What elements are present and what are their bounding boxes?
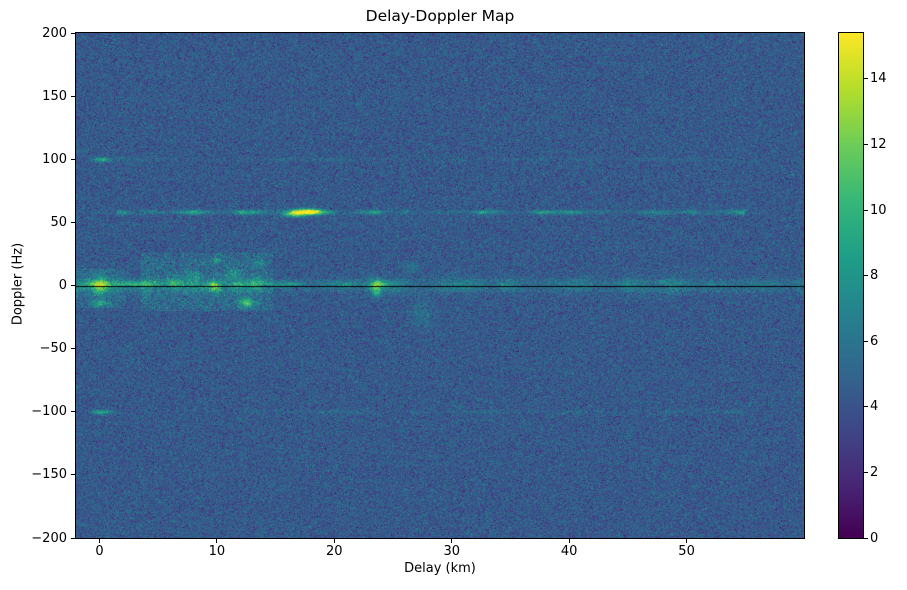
colorbar-tick-label: 12 [870, 136, 887, 152]
x-tick-label: 0 [95, 544, 104, 559]
y-tick-mark [71, 537, 75, 539]
y-tick-label: 50 [50, 214, 67, 230]
colorbar-tick-mark [864, 537, 868, 539]
colorbar-tick-mark [864, 340, 868, 342]
chart-title: Delay-Doppler Map [365, 7, 515, 25]
colorbar-tick-label: 14 [870, 71, 887, 87]
colorbar-tick-label: 6 [870, 333, 879, 349]
colorbar-tick-mark [864, 406, 868, 408]
x-tick-label: 50 [678, 544, 695, 559]
x-tick-label: 30 [443, 544, 461, 559]
colorbar-tick-mark [864, 143, 868, 145]
y-tick-mark [71, 285, 75, 286]
colorbar [838, 32, 864, 539]
y-tick-label: 100 [42, 151, 67, 167]
x-tick-mark [216, 539, 218, 543]
colorbar-tick-label: 0 [870, 530, 879, 546]
colorbar-tick-label: 8 [870, 268, 879, 284]
plot-area [75, 32, 805, 539]
x-tick-mark [98, 539, 100, 543]
colorbar-tick-label: 2 [870, 464, 879, 480]
colorbar-tick-mark [864, 209, 868, 211]
y-tick-label: −100 [31, 404, 67, 420]
colorbar-canvas [839, 33, 863, 538]
y-tick-label: −150 [31, 467, 67, 483]
x-tick-label: 40 [560, 544, 578, 559]
y-tick-mark [71, 32, 75, 34]
y-tick-mark [71, 158, 75, 160]
y-tick-label: 200 [42, 25, 67, 41]
x-tick-mark [686, 539, 688, 543]
x-tick-mark [568, 539, 570, 543]
x-tick-mark [333, 539, 335, 543]
colorbar-tick-mark [864, 471, 868, 473]
y-tick-mark [71, 221, 75, 223]
y-tick-label: −200 [31, 530, 67, 546]
x-tick-label: 10 [208, 544, 226, 559]
x-tick-mark [451, 539, 453, 543]
y-tick-mark [71, 348, 75, 350]
y-tick-label: 150 [42, 88, 67, 104]
y-tick-mark [71, 474, 75, 476]
colorbar-tick-label: 4 [870, 399, 879, 415]
y-tick-label: 0 [58, 278, 67, 293]
heatmap-canvas [76, 33, 804, 538]
x-axis-label: Delay (km) [404, 561, 476, 576]
colorbar-tick-mark [864, 78, 868, 80]
y-tick-mark [71, 95, 75, 97]
colorbar-tick-label: 10 [870, 202, 887, 218]
y-tick-label: −50 [39, 341, 67, 357]
colorbar-tick-mark [864, 275, 868, 277]
x-tick-label: 20 [326, 544, 343, 559]
y-tick-mark [71, 411, 75, 413]
